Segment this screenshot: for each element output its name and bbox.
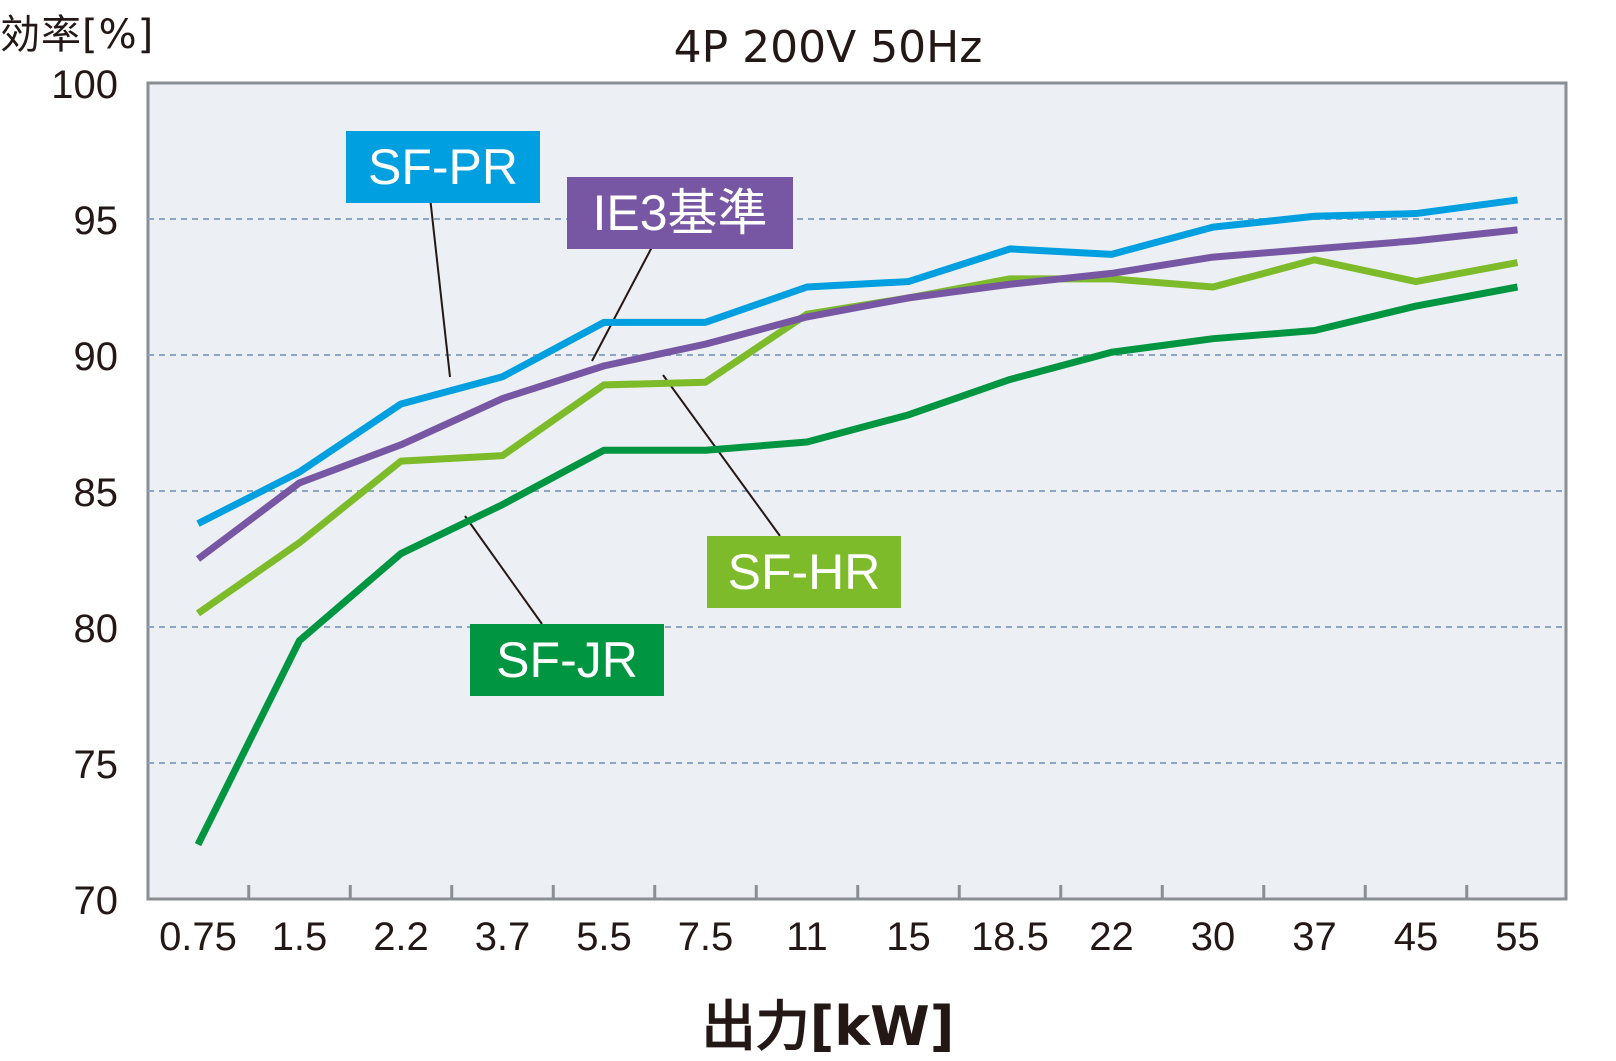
x-tick-label: 45 [1394, 915, 1439, 959]
series-line-IE3基準 [195, 226, 1518, 562]
series-lines [194, 196, 1519, 847]
x-tick-label: 18.5 [971, 915, 1049, 959]
x-tick-label: 30 [1191, 915, 1236, 959]
x-tick-label: 7.5 [678, 915, 734, 959]
leader-sf-hr [662, 374, 781, 537]
x-tick-labels: 0.75 1.5 2.2 3.7 5.5 7.5 11 15 18.5 22 30 37 45 55 [159, 915, 1540, 959]
y-tick-label-95: 95 [74, 199, 119, 243]
y-tick-label-80: 80 [74, 607, 119, 651]
y-tick-label-70: 70 [74, 879, 119, 923]
label-sf-hr: SF-HR [707, 536, 901, 608]
leader-ie3 [591, 246, 653, 362]
y-tick-label-90: 90 [74, 335, 119, 379]
leader-sf-jr [464, 515, 543, 625]
series-line-SF-PR [196, 196, 1518, 527]
x-tick-label: 37 [1292, 915, 1337, 959]
x-tick-label: 2.2 [373, 915, 429, 959]
y-tick-label-100: 100 [51, 63, 118, 107]
x-tick-label: 0.75 [159, 915, 237, 959]
x-tick-label: 55 [1495, 915, 1540, 959]
x-tick-label: 22 [1089, 915, 1134, 959]
x-axis-title: 出力[kW] [701, 995, 955, 1058]
x-tick-label: 1.5 [272, 915, 328, 959]
x-tick-label: 11 [786, 915, 828, 959]
y-tick-label-75: 75 [74, 743, 119, 787]
x-tick-label: 15 [886, 915, 931, 959]
series-line-SF-JR [194, 283, 1519, 847]
leader-sf-pr [429, 196, 451, 378]
x-tick-label: 3.7 [475, 915, 531, 959]
x-tick-label: 5.5 [576, 915, 632, 959]
label-ie3: IE3基準 [567, 177, 793, 249]
chart-title: 4P 200V 50Hz [673, 22, 983, 73]
label-leader-lines [429, 196, 781, 625]
y-axis-title: 効率[%] [0, 12, 155, 58]
label-sf-jr: SF-JR [470, 624, 664, 696]
x-tick-marks [247, 885, 1469, 899]
y-tick-label-85: 85 [74, 471, 119, 515]
label-sf-pr: SF-PR [346, 131, 540, 203]
y-tick-labels: 70 75 80 85 90 95 100 [51, 63, 118, 923]
